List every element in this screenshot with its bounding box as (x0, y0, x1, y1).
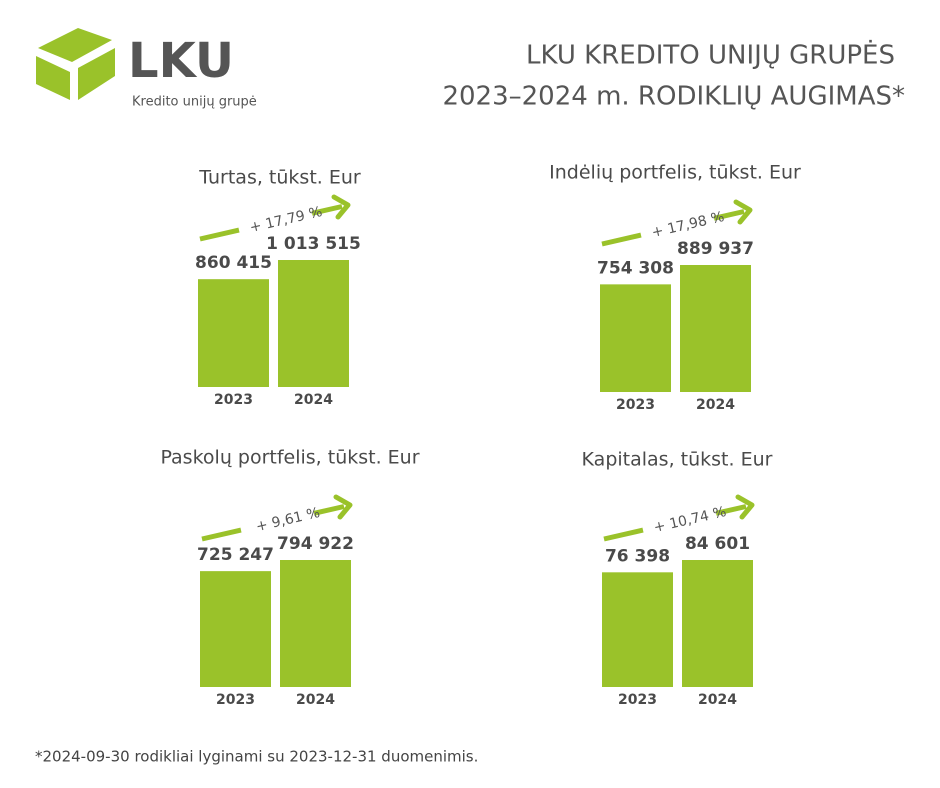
x-tick-label: 2024 (296, 692, 335, 708)
bar (602, 572, 673, 687)
x-tick-label: 2024 (294, 392, 333, 408)
x-tick-label: 2023 (214, 392, 253, 408)
x-tick-label: 2023 (616, 397, 655, 413)
x-tick-label: 2023 (216, 692, 255, 708)
value-label: 794 922 (277, 534, 354, 554)
header-title-line: 2023–2024 m. RODIKLIŲ AUGIMAS* (442, 82, 905, 112)
header-title-line: LKU KREDITO UNIJŲ GRUPĖS (526, 39, 895, 71)
growth-arrow (601, 209, 745, 247)
bar (280, 560, 351, 687)
x-tick-label: 2024 (696, 397, 735, 413)
growth-annotation: + 17,79 % (248, 204, 324, 236)
growth-annotation: + 17,98 % (650, 209, 726, 241)
growth-arrow-head (733, 199, 753, 225)
bar (680, 265, 751, 392)
growth-annotation: + 10,74 % (652, 504, 728, 536)
value-label: 754 308 (597, 258, 674, 278)
value-label: 860 415 (195, 253, 272, 273)
bar (600, 284, 671, 392)
logo-subtitle: Kredito unijų grupė (132, 95, 257, 110)
growth-arrow (603, 504, 747, 542)
bar (200, 571, 271, 687)
value-label: 76 398 (605, 546, 670, 566)
growth-annotation: + 9,61 % (254, 505, 321, 535)
bar (682, 560, 753, 687)
value-label: 84 601 (685, 534, 750, 554)
footnote: *2024-09-30 rodikliai lyginami su 2023-1… (35, 748, 478, 766)
bar (278, 260, 349, 387)
growth-arrow-head (735, 494, 755, 520)
chart-title: Paskolų portfelis, tūkst. Eur (160, 447, 419, 469)
value-label: 725 247 (197, 545, 274, 565)
x-tick-label: 2023 (618, 692, 657, 708)
growth-arrow (201, 504, 345, 542)
chart-title: Kapitalas, tūkst. Eur (582, 449, 773, 471)
logo-mark (36, 28, 115, 100)
chart-title: Indėlių portfelis, tūkst. Eur (549, 162, 801, 184)
growth-arrow-head (333, 494, 353, 520)
bar (198, 279, 269, 387)
logo-name: LKU (128, 33, 234, 89)
growth-arrow-head (331, 194, 351, 220)
chart-title: Turtas, tūkst. Eur (198, 167, 361, 189)
growth-arrow (199, 204, 343, 242)
value-label: 1 013 515 (266, 234, 361, 254)
value-label: 889 937 (677, 239, 754, 259)
x-tick-label: 2024 (698, 692, 737, 708)
